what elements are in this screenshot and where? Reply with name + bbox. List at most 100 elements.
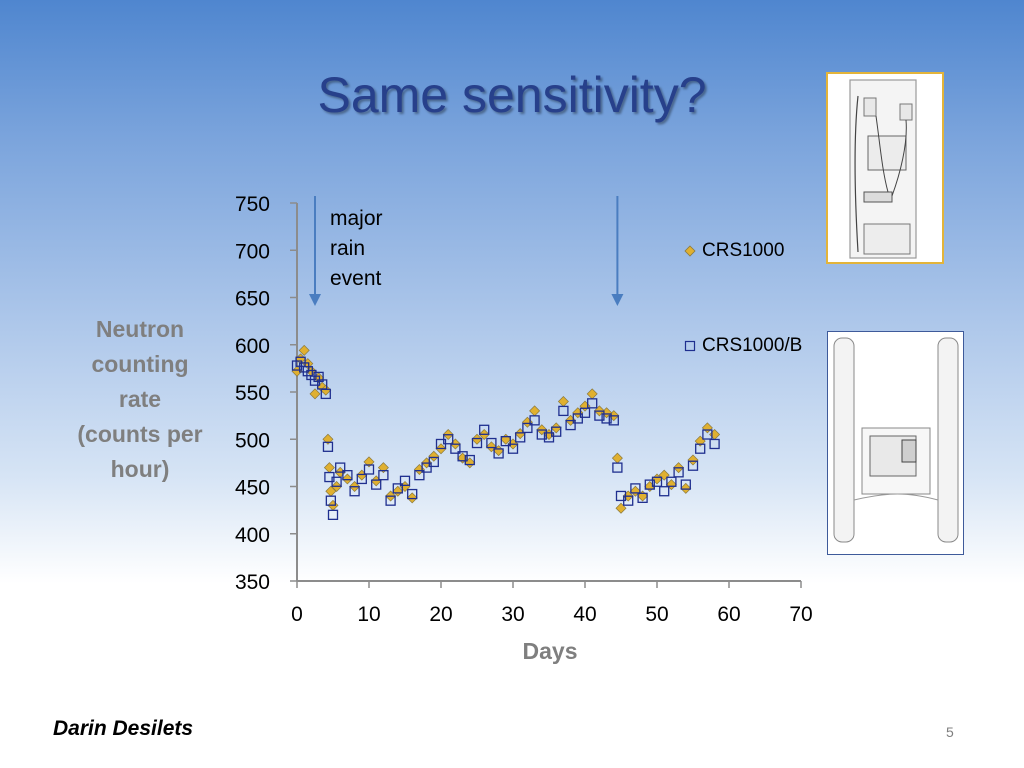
data-point-crs1000b bbox=[587, 398, 598, 409]
data-point-crs1000b bbox=[558, 405, 569, 417]
y-axis-label-line: rate bbox=[118, 386, 162, 412]
data-point-crs1000b bbox=[608, 415, 619, 426]
data-point-crs1000b bbox=[421, 462, 432, 473]
annotation-line: rain bbox=[330, 237, 366, 260]
data-point-crs1000 bbox=[709, 429, 721, 441]
data-point-crs1000b bbox=[291, 360, 303, 371]
data-point-crs1000b bbox=[486, 437, 497, 449]
data-point-crs1000 bbox=[309, 388, 321, 400]
sensor-unit-photo bbox=[827, 331, 964, 555]
data-point-crs1000b bbox=[399, 475, 411, 486]
diamond-marker-icon bbox=[684, 245, 696, 257]
data-point-crs1000b bbox=[306, 369, 317, 381]
data-point-crs1000b bbox=[443, 434, 454, 445]
sensor-enclosure-interior-icon bbox=[849, 79, 917, 259]
data-point-crs1000b bbox=[644, 479, 655, 490]
data-point-crs1000b bbox=[702, 429, 713, 440]
data-point-crs1000 bbox=[428, 450, 440, 462]
legend-item-crs1000: CRS1000 bbox=[684, 240, 784, 262]
data-point-crs1000b bbox=[515, 432, 526, 443]
data-point-crs1000 bbox=[298, 344, 310, 356]
legend-label: CRS1000 bbox=[702, 240, 785, 261]
data-point-crs1000b bbox=[612, 462, 623, 473]
data-point-crs1000b bbox=[695, 443, 706, 454]
data-point-crs1000 bbox=[586, 388, 598, 400]
sensor-unit-with-tubes-icon bbox=[833, 337, 959, 543]
data-point-crs1000b bbox=[457, 451, 468, 462]
data-point-crs1000b bbox=[659, 486, 670, 497]
data-point-crs1000b bbox=[414, 470, 425, 481]
data-point-crs1000b bbox=[320, 388, 331, 400]
data-point-crs1000b bbox=[302, 366, 313, 377]
y-tick-label: 550 bbox=[235, 382, 270, 405]
data-point-crs1000b bbox=[543, 432, 555, 443]
data-point-crs1000b bbox=[392, 483, 403, 494]
y-tick-label: 500 bbox=[235, 429, 270, 452]
data-point-crs1000b bbox=[378, 470, 389, 481]
data-point-crs1000 bbox=[370, 475, 382, 487]
data-point-crs1000 bbox=[557, 395, 569, 407]
legend-item-crs1000b: CRS1000/B bbox=[684, 335, 802, 357]
annotation-line: event bbox=[330, 267, 382, 290]
y-tick-label: 450 bbox=[235, 477, 270, 500]
data-point-crs1000 bbox=[579, 400, 591, 412]
data-point-crs1000 bbox=[611, 452, 623, 464]
y-tick-label: 700 bbox=[235, 240, 270, 263]
data-point-crs1000b bbox=[680, 479, 691, 490]
data-point-crs1000b bbox=[623, 495, 634, 506]
y-tick-label: 750 bbox=[235, 193, 270, 216]
y-axis-label-line: Neutron bbox=[95, 316, 185, 342]
data-point-crs1000b bbox=[579, 407, 591, 418]
square-marker-icon bbox=[684, 340, 696, 352]
annotation-line: major bbox=[330, 207, 383, 230]
data-point-crs1000 bbox=[406, 492, 418, 504]
x-tick-label: 0 bbox=[291, 603, 303, 626]
data-point-crs1000b bbox=[565, 419, 576, 431]
slide-title: Same sensitivity? bbox=[317, 67, 707, 123]
data-point-crs1000b bbox=[594, 410, 605, 421]
data-point-crs1000b bbox=[313, 371, 324, 383]
y-axis-label-line: counting bbox=[91, 351, 189, 377]
data-point-crs1000b bbox=[522, 422, 533, 434]
data-point-crs1000 bbox=[521, 416, 533, 428]
data-point-crs1000b bbox=[407, 488, 418, 500]
data-point-crs1000b bbox=[331, 476, 342, 487]
footer-author: Darin Desilets bbox=[53, 717, 194, 740]
x-axis-label: Days bbox=[522, 638, 578, 664]
data-point-crs1000 bbox=[529, 405, 541, 417]
x-tick-label: 70 bbox=[789, 603, 812, 626]
data-point-crs1000b bbox=[371, 479, 382, 490]
data-point-crs1000 bbox=[687, 454, 699, 466]
x-tick-label: 20 bbox=[429, 603, 452, 626]
x-tick-label: 40 bbox=[573, 603, 596, 626]
data-point-crs1000 bbox=[701, 422, 713, 434]
y-axis-label-line: (counts per bbox=[77, 421, 203, 447]
data-point-crs1000 bbox=[680, 482, 692, 494]
data-point-crs1000 bbox=[291, 365, 303, 377]
data-point-crs1000b bbox=[529, 415, 540, 426]
data-point-crs1000b bbox=[295, 356, 306, 367]
data-point-crs1000b bbox=[500, 435, 511, 447]
data-point-crs1000b bbox=[601, 413, 612, 424]
data-point-crs1000b bbox=[536, 429, 547, 440]
data-point-crs1000 bbox=[341, 473, 353, 485]
data-point-crs1000 bbox=[323, 462, 335, 474]
data-point-crs1000b bbox=[327, 509, 339, 521]
data-point-crs1000b bbox=[450, 443, 461, 454]
data-point-crs1000b bbox=[673, 467, 684, 478]
data-point-crs1000b bbox=[687, 460, 699, 471]
x-tick-label: 30 bbox=[501, 603, 524, 626]
data-point-crs1000b bbox=[349, 486, 360, 497]
data-point-crs1000b bbox=[651, 476, 663, 487]
data-point-crs1000 bbox=[514, 428, 526, 440]
legend-label: CRS1000/B bbox=[702, 335, 803, 356]
y-axis-label-line: hour) bbox=[110, 456, 170, 482]
data-point-crs1000b bbox=[309, 375, 321, 386]
data-point-crs1000 bbox=[550, 422, 562, 434]
x-tick-label: 60 bbox=[717, 603, 740, 626]
arrow-head bbox=[611, 294, 624, 306]
data-point-crs1000b bbox=[471, 437, 483, 449]
data-point-crs1000b bbox=[464, 454, 475, 466]
data-point-crs1000b bbox=[428, 456, 439, 468]
